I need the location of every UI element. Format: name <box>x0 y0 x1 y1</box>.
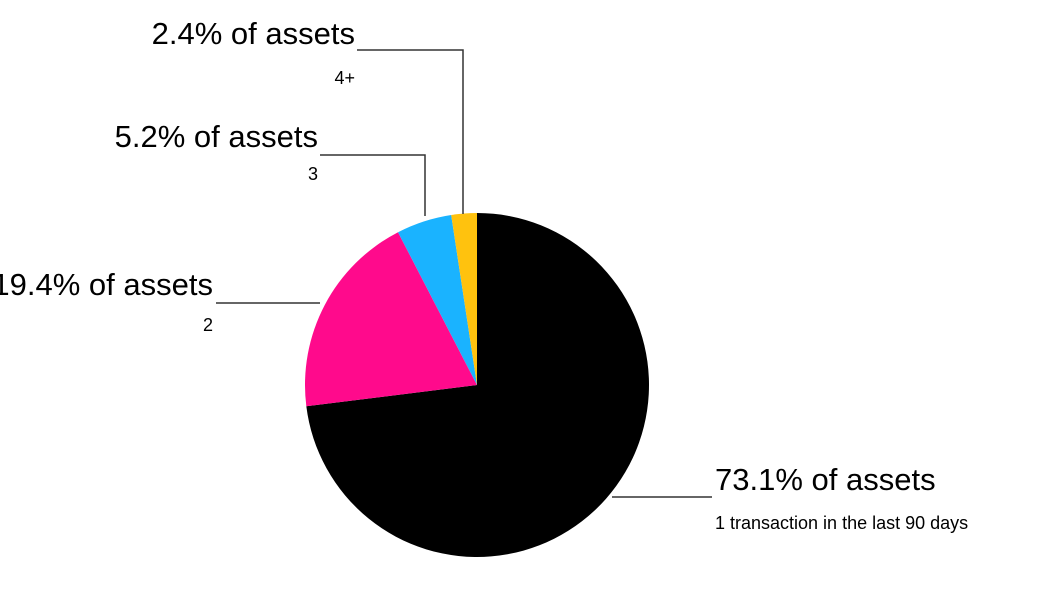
pie-slice <box>451 213 477 385</box>
leader-line <box>320 154 426 216</box>
slice-category: 3 <box>308 164 318 184</box>
pie-slice <box>305 232 477 407</box>
slice-label: 19.4% of assets <box>0 267 213 302</box>
slice-label: 2.4% of assets <box>152 16 355 51</box>
pie-slice <box>398 214 477 385</box>
slice-label: 5.2% of assets <box>115 119 318 154</box>
slice-category: 1 transaction in the last 90 days <box>715 513 968 533</box>
slice-label: 73.1% of assets <box>715 462 936 497</box>
leader-line <box>357 49 464 214</box>
slice-category: 4+ <box>334 68 355 88</box>
pie-slice <box>306 213 650 557</box>
slice-category: 2 <box>203 315 213 335</box>
